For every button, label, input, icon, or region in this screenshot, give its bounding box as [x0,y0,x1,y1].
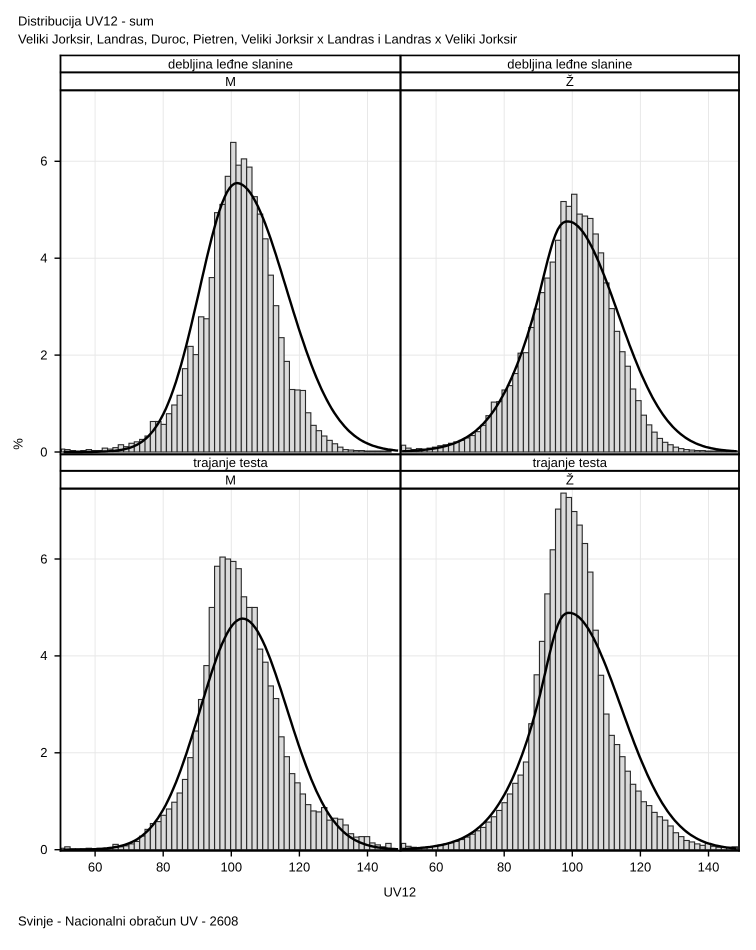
svg-text:Distribucija UV12 - sum: Distribucija UV12 - sum [18,14,154,29]
svg-text:100: 100 [561,860,583,875]
svg-text:60: 60 [88,860,102,875]
svg-text:4: 4 [40,648,47,663]
svg-text:6: 6 [40,551,47,566]
svg-text:2: 2 [40,347,47,362]
svg-text:60: 60 [429,860,443,875]
svg-text:100: 100 [220,860,242,875]
svg-text:M: M [225,74,236,89]
svg-text:80: 80 [156,860,170,875]
svg-text:2: 2 [40,745,47,760]
svg-text:120: 120 [630,860,652,875]
svg-text:UV12: UV12 [384,885,417,900]
svg-text:6: 6 [40,154,47,169]
svg-text:Ž: Ž [566,472,574,487]
svg-text:debljina leđne slanine: debljina leđne slanine [168,56,293,71]
svg-text:0: 0 [40,842,47,857]
svg-text:Ž: Ž [566,74,574,89]
svg-text:0: 0 [40,444,47,459]
svg-text:%: % [11,438,26,450]
svg-text:Veliki Jorksir, Landras, Duroc: Veliki Jorksir, Landras, Duroc, Pietren,… [18,32,518,47]
svg-text:debljina leđne slanine: debljina leđne slanine [507,56,632,71]
svg-text:80: 80 [497,860,511,875]
svg-text:M: M [225,472,236,487]
svg-text:trajanje testa: trajanje testa [193,455,268,470]
svg-text:trajanje testa: trajanje testa [533,455,608,470]
svg-text:Svinje - Nacionalni obračun UV: Svinje - Nacionalni obračun UV - 2608 [18,914,238,929]
svg-text:140: 140 [357,860,379,875]
svg-text:4: 4 [40,251,47,266]
svg-text:140: 140 [698,860,720,875]
svg-text:120: 120 [289,860,311,875]
